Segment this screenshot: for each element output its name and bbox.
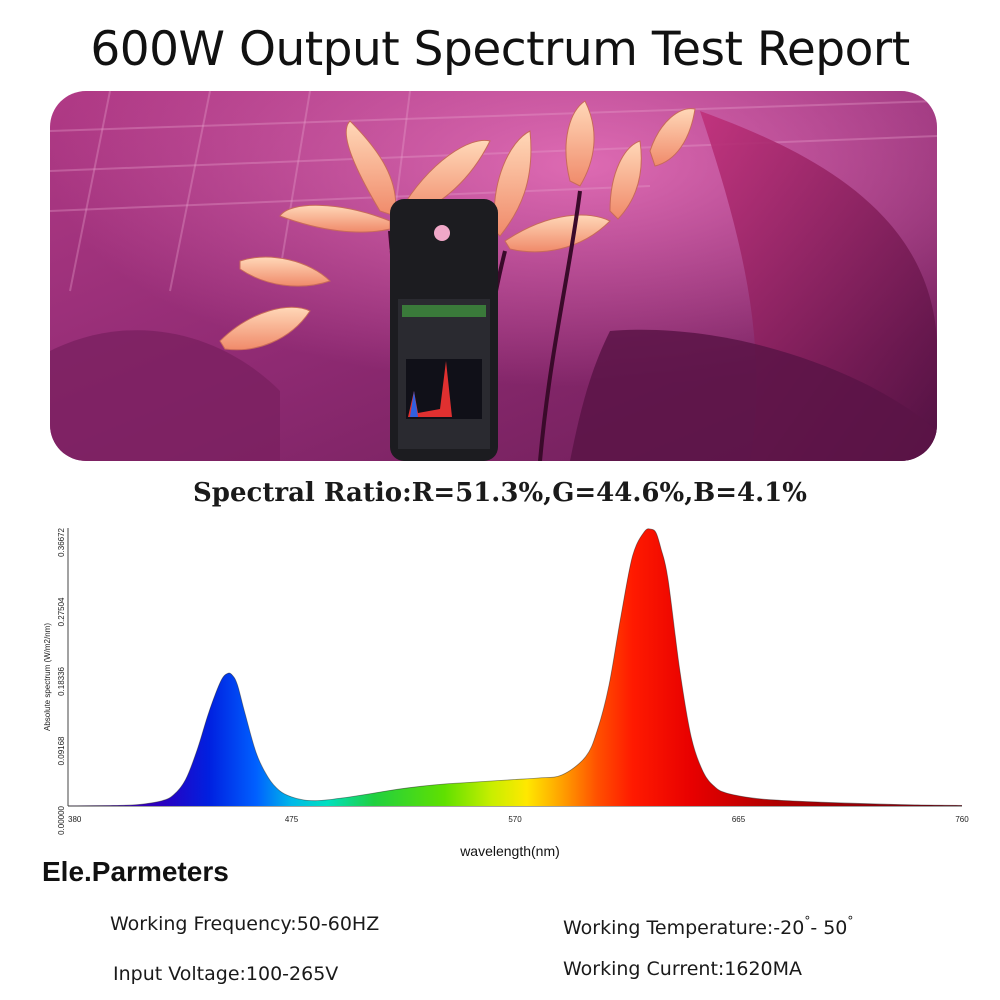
y-tick-labels: 0.00000 0.09168 0.18336 0.27504 0.36672 <box>57 527 66 834</box>
degree-symbol-1: ° <box>804 914 811 928</box>
y-axis-label: Absolute spectrum (W/m2/nm) <box>43 623 52 731</box>
x-tick-label: 760 <box>955 815 969 824</box>
input-voltage: Input Voltage:100-265V <box>113 963 339 985</box>
parameters-title: Ele.Parmeters <box>42 856 229 887</box>
page-title: 600W Output Spectrum Test Report <box>90 22 910 77</box>
y-tick-label: 0.27504 <box>57 597 66 626</box>
greenhouse-photo <box>50 91 937 461</box>
y-tick-label: 0.36672 <box>57 527 66 556</box>
x-tick-label: 570 <box>508 815 522 824</box>
spectrum-area-fill <box>68 528 962 806</box>
spectrum-chart: 380 475 570 665 760 0.00000 0.09168 0.18336 0.2… <box>43 527 969 859</box>
x-tick-label: 475 <box>285 815 299 824</box>
spectrum-outline <box>67 528 963 807</box>
x-axis-label: wavelength(nm) <box>459 843 560 859</box>
working-frequency: Working Frequency:50-60HZ <box>110 913 380 935</box>
spectral-ratio: Spectral Ratio:R=51.3%,G=44.6%,B=4.1% <box>193 478 807 508</box>
x-tick-label: 380 <box>68 815 82 824</box>
x-tick-labels: 380 475 570 665 760 <box>68 815 969 824</box>
y-tick-label: 0.18336 <box>57 666 66 695</box>
greenhouse-photo-illustration <box>50 91 937 461</box>
x-tick-label: 665 <box>732 815 746 824</box>
working-current: Working Current:1620MA <box>563 958 803 980</box>
y-tick-label: 0.00000 <box>57 805 66 834</box>
temperature-label: Working Temperature:-20 <box>563 917 805 939</box>
temperature-range-end: - 50 <box>810 917 848 939</box>
spectrum-area <box>68 528 962 806</box>
y-tick-label: 0.09168 <box>57 736 66 765</box>
degree-symbol-2: ° <box>847 914 854 928</box>
working-temperature: Working Temperature:-20°- 50° <box>563 914 853 939</box>
